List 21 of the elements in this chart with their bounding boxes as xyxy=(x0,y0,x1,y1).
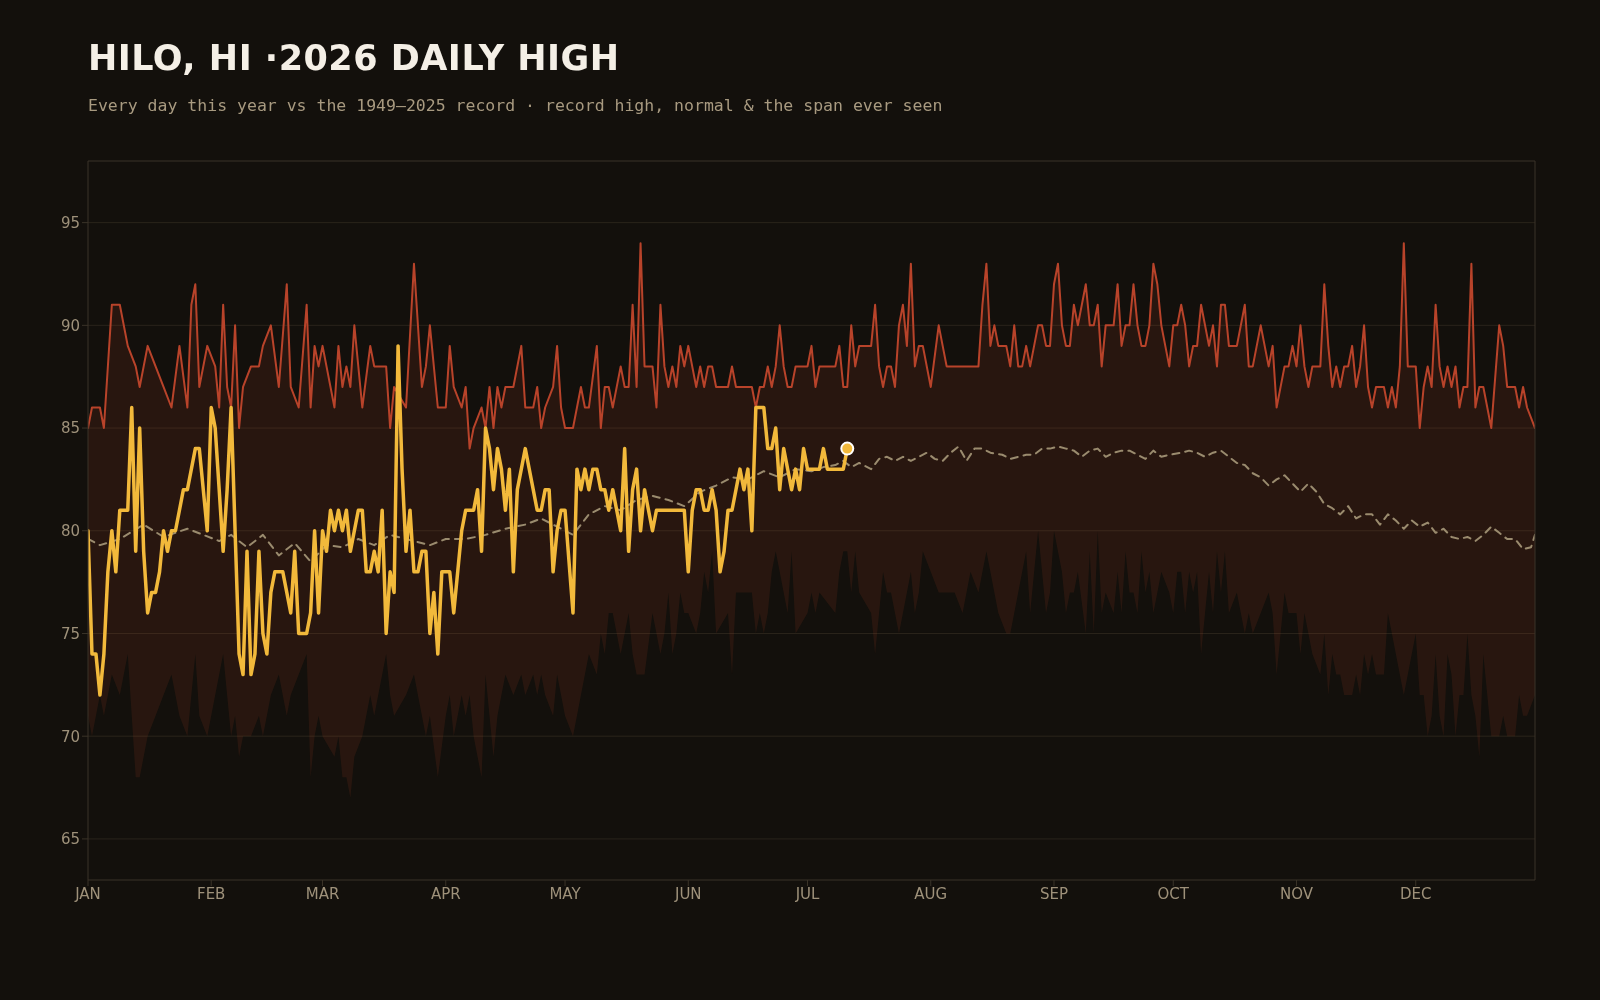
x-tick-label: NOV xyxy=(1279,884,1314,903)
y-tick-label: 70 xyxy=(60,727,80,746)
x-tick-label: AUG xyxy=(914,884,948,903)
x-tick-label: SEP xyxy=(1039,884,1069,903)
x-tick-label: APR xyxy=(430,884,461,903)
y-tick-label: 85 xyxy=(60,419,80,438)
x-tick-label: MAR xyxy=(305,884,340,903)
x-tick-label: JUN xyxy=(673,884,702,903)
y-tick-label: 65 xyxy=(60,830,80,849)
x-tick-label: FEB xyxy=(197,884,226,903)
y-tick-label: 95 xyxy=(60,213,80,232)
x-tick-label: OCT xyxy=(1157,884,1190,903)
chart-subtitle: Every day this year vs the 1949–2025 record · record high, normal & the span ever seen xyxy=(88,96,943,115)
x-tick-label: DEC xyxy=(1399,884,1432,903)
chart-title: HILO, HI ·2026 DAILY HIGH xyxy=(88,38,620,78)
x-tick-label: MAY xyxy=(549,884,582,903)
y-tick-label: 80 xyxy=(60,522,80,541)
x-tick-label: JAN xyxy=(74,884,101,903)
y-tick-label: 90 xyxy=(60,316,80,335)
x-tick-label: JUL xyxy=(794,884,821,903)
y-tick-label: 75 xyxy=(60,624,80,643)
